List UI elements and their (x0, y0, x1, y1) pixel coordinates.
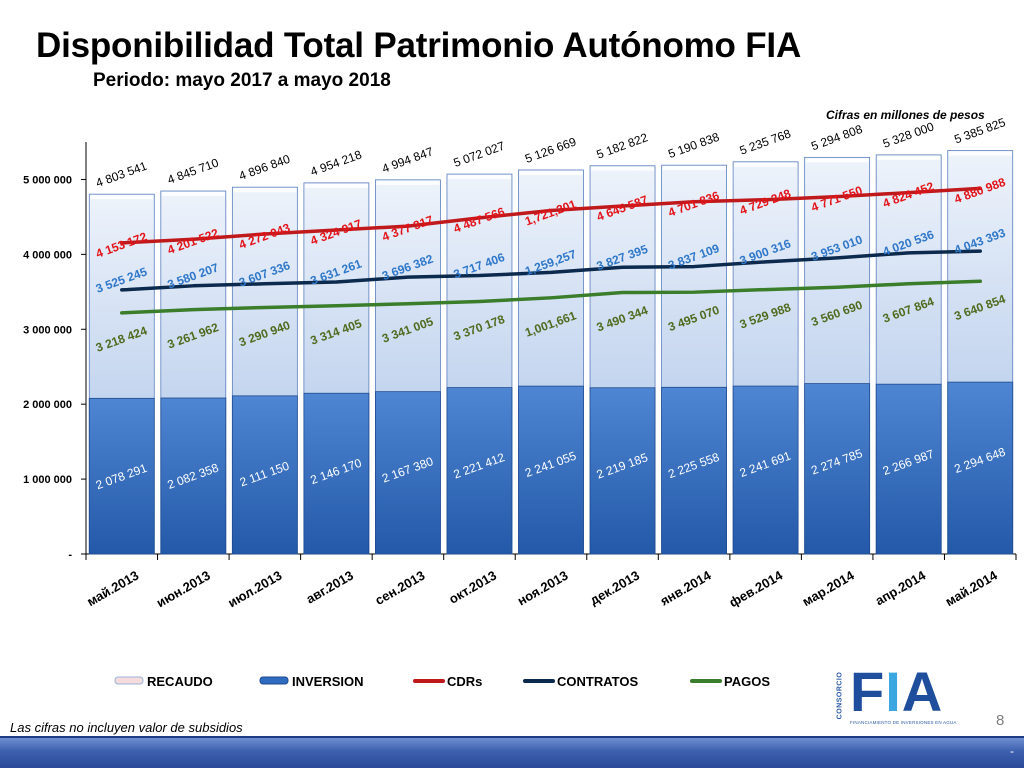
bar-inversion (589, 387, 656, 555)
bar-recaudo-highlight (376, 180, 440, 185)
logo-letter-f: F (850, 660, 886, 723)
bar-inversion (661, 386, 727, 555)
y-tick-label: 2 000 000 (23, 399, 72, 411)
logo-tagline: FINANCIAMIENTO DE INVERSIONES EN AGUA (850, 720, 957, 725)
bar-recaudo-highlight (233, 188, 297, 193)
bar-recaudo-highlight (734, 162, 798, 167)
data-label-recaudo: 4 845 710 (165, 155, 220, 187)
legend-swatch-inversion (259, 676, 289, 685)
x-tick-label: июн.2013 (154, 568, 213, 611)
bar-inversion (88, 397, 155, 555)
data-label-recaudo: 4 954 218 (309, 147, 364, 179)
x-tick-label: май.2014 (943, 567, 1001, 609)
x-tick-label: авг.2013 (303, 568, 355, 607)
logo-mark: FIA (850, 662, 943, 722)
bar-recaudo-highlight (591, 166, 655, 171)
bar-inversion (518, 385, 584, 555)
legend-swatch-recaudo (114, 676, 144, 685)
bar-inversion (804, 383, 871, 555)
bar-recaudo-highlight (304, 183, 368, 188)
data-label-recaudo: 5 190 838 (666, 130, 721, 162)
legend-label-contratos: CONTRATOS (557, 674, 638, 689)
legend-label-pagos: PAGOS (724, 674, 770, 689)
line-contratos (120, 249, 982, 292)
x-tick-label: сен.2013 (372, 568, 427, 608)
x-tick-label: май.2013 (84, 568, 141, 610)
x-tick-label: апр.2014 (873, 567, 929, 608)
page-subtitle: Periodo: mayo 2017 a mayo 2018 (93, 70, 391, 91)
data-label-recaudo: 5 328 000 (881, 119, 936, 151)
logo-side-text: CONSORCIO (834, 672, 844, 722)
bar-inversion (375, 391, 441, 555)
bar-inversion (231, 395, 298, 555)
data-label-recaudo: 5 385 825 (952, 115, 1007, 147)
y-tick-label: 5 000 000 (23, 174, 72, 186)
x-tick-label: мар.2014 (800, 567, 858, 609)
bar-inversion (875, 383, 942, 555)
data-label-recaudo: 4 994 847 (380, 144, 435, 176)
legend: RECAUDO INVERSION CDRs CONTRATOS PAGOS (114, 674, 770, 689)
legend-label-inversion: INVERSION (292, 674, 364, 689)
data-label-recaudo: 4 896 840 (237, 152, 292, 184)
line-pagos (120, 279, 982, 315)
bar-inversion (303, 392, 370, 555)
data-label-recaudo: 5 294 808 (809, 122, 864, 154)
bar-inversion (160, 397, 227, 555)
units-note: Cifras en millones de pesos (826, 108, 985, 122)
bar-inversion (947, 381, 1014, 555)
legend-label-cdrs: CDRs (447, 674, 482, 689)
y-tick-label: 1 000 000 (23, 474, 72, 486)
footnote: Las cifras no incluyen valor de subsidio… (10, 720, 243, 735)
page-title: Disponibilidad Total Patrimonio Autónomo… (36, 26, 802, 65)
logo-water-drop-icon: I (885, 660, 902, 723)
bar-inversion (732, 385, 799, 555)
bar-recaudo-highlight (948, 151, 1012, 156)
y-axis: - 1 000 000 2 000 000 3 000 000 4 000 000 5 0… (23, 174, 86, 561)
x-tick-label: ноя.2013 (515, 568, 571, 609)
page-number: 8 (996, 712, 1005, 729)
x-tick-label: окт.2013 (446, 568, 499, 607)
bar-recaudo-highlight (447, 175, 511, 180)
logo-letter-a: A (901, 660, 944, 723)
legend-label-recaudo: RECAUDO (147, 674, 213, 689)
bars (88, 150, 1014, 555)
data-label-recaudo: 5 235 768 (738, 126, 793, 158)
bar-recaudo-highlight (662, 166, 726, 171)
x-tick-label: янв.2014 (658, 567, 715, 608)
x-tick-label: фев.2014 (727, 567, 786, 610)
footer-dash: - (1010, 744, 1014, 758)
x-tick-label: июл.2013 (225, 568, 284, 611)
bar-recaudo-highlight (519, 170, 583, 175)
logo-consorcio-text: CONSORCIO (836, 671, 844, 720)
y-tick-label: - (68, 549, 72, 561)
bar-recaudo-highlight (877, 155, 941, 160)
footer-bar-line (0, 736, 1024, 738)
bar-recaudo-highlight (90, 195, 154, 200)
bar-inversion (446, 387, 513, 555)
series-lines (120, 186, 982, 315)
y-tick-label: 4 000 000 (23, 249, 72, 261)
x-tick-label: дек.2013 (587, 568, 642, 608)
y-tick-label: 3 000 000 (23, 324, 72, 336)
footer-bar (0, 738, 1024, 768)
data-label-recaudo: 5 182 822 (595, 130, 650, 162)
bar-recaudo-highlight (805, 158, 869, 163)
data-label-recaudo: 5 072 027 (452, 138, 507, 170)
fia-logo: CONSORCIO FIA FINANCIAMIENTO DE INVERSIO… (826, 660, 996, 730)
bar-recaudo-highlight (161, 192, 225, 197)
data-label-recaudo: 5 126 669 (523, 134, 578, 166)
x-axis: май.2013 июн.2013 июл.2013 авг.2013 сен.2013… (84, 554, 1017, 611)
line-cdrs (120, 186, 982, 245)
data-label-recaudo: 4 803 541 (94, 159, 149, 191)
